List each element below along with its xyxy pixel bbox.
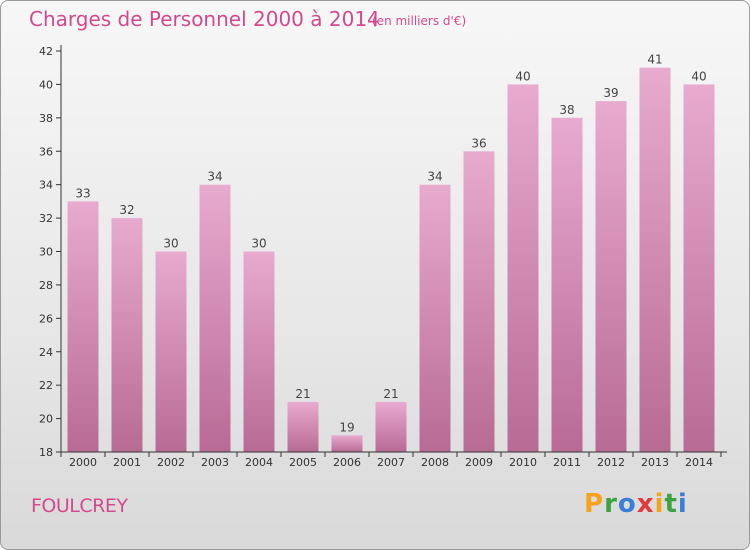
y-tick-label-38: 38 bbox=[39, 112, 53, 125]
y-tick-label-36: 36 bbox=[39, 145, 53, 158]
y-tick-label-26: 26 bbox=[39, 312, 53, 325]
data-label-2000: 33 bbox=[75, 186, 90, 200]
y-tick-label-42: 42 bbox=[39, 45, 53, 58]
bar-2004 bbox=[243, 251, 275, 452]
logo-letter: r bbox=[604, 489, 618, 519]
bar-2003 bbox=[199, 184, 231, 452]
y-tick-label-40: 40 bbox=[39, 78, 53, 91]
x-tick-label-2010: 2010 bbox=[509, 456, 537, 469]
x-tick-label-2012: 2012 bbox=[597, 456, 625, 469]
bar-2009 bbox=[463, 151, 495, 453]
x-tick-label-2004: 2004 bbox=[245, 456, 273, 469]
logo-letter: o bbox=[617, 489, 637, 519]
data-label-2012: 39 bbox=[603, 86, 618, 100]
y-tick-label-22: 22 bbox=[39, 379, 53, 392]
data-label-2007: 21 bbox=[383, 387, 398, 401]
bar-2000 bbox=[67, 201, 99, 452]
y-axis: 18 20 22 24 26 28 30 32 34 36 38 40 42 bbox=[39, 45, 62, 459]
x-tick-label-2011: 2011 bbox=[553, 456, 581, 469]
data-label-2003: 34 bbox=[207, 170, 222, 184]
commune-name: FOULCREY bbox=[31, 495, 128, 517]
y-tick-label-18: 18 bbox=[39, 446, 53, 459]
chart-title: Charges de Personnel 2000 à 2014 bbox=[29, 7, 380, 31]
y-tick-label-24: 24 bbox=[39, 346, 53, 359]
x-tick-label-2008: 2008 bbox=[421, 456, 449, 469]
x-tick-label-2006: 2006 bbox=[333, 456, 361, 469]
logo-letter: t bbox=[664, 489, 678, 519]
x-axis: 2000 2001 2002 2003 2004 2005 2006 2007 2008 2009… bbox=[60, 451, 727, 469]
data-label-2006: 19 bbox=[339, 420, 354, 434]
y-tick-label-20: 20 bbox=[39, 413, 53, 426]
data-label-2001: 32 bbox=[119, 203, 134, 217]
x-tick-label-2007: 2007 bbox=[377, 456, 405, 469]
x-tick-label-2009: 2009 bbox=[465, 456, 493, 469]
x-tick-label-2002: 2002 bbox=[157, 456, 185, 469]
x-tick-label-2014: 2014 bbox=[685, 456, 713, 469]
bar-2011 bbox=[551, 117, 583, 453]
logo-letter: i bbox=[677, 489, 688, 519]
bar-2007 bbox=[375, 401, 407, 452]
logo-letter: x bbox=[636, 489, 655, 519]
data-label-2010: 40 bbox=[515, 69, 530, 83]
data-label-2011: 38 bbox=[559, 103, 574, 117]
chart-subtitle: (en milliers d'€) bbox=[372, 14, 467, 28]
bar-2001 bbox=[111, 218, 143, 452]
data-label-2002: 30 bbox=[163, 237, 178, 251]
data-label-2013: 41 bbox=[647, 53, 662, 67]
data-label-2005: 21 bbox=[295, 387, 310, 401]
data-label-2008: 34 bbox=[427, 170, 442, 184]
bar-2013 bbox=[639, 67, 671, 452]
x-tick-label-2013: 2013 bbox=[641, 456, 669, 469]
y-tick-label-28: 28 bbox=[39, 279, 53, 292]
bar-2006 bbox=[331, 435, 363, 452]
bar-2002 bbox=[155, 251, 187, 452]
x-tick-label-2001: 2001 bbox=[113, 456, 141, 469]
bar-2008 bbox=[419, 184, 451, 452]
y-tick-label-30: 30 bbox=[39, 246, 53, 259]
x-tick-label-2005: 2005 bbox=[289, 456, 317, 469]
data-label-2014: 40 bbox=[691, 69, 706, 83]
x-tick-label-2003: 2003 bbox=[201, 456, 229, 469]
y-tick-label-32: 32 bbox=[39, 212, 53, 225]
data-label-2009: 36 bbox=[471, 136, 486, 150]
proxiti-logo: Proxiti bbox=[584, 489, 688, 519]
bars-group: 33 32 30 34 30 21 19 21 34 36 40 38 39 41 40 bbox=[67, 53, 715, 453]
x-tick-label-2000: 2000 bbox=[69, 456, 97, 469]
logo-letter: P bbox=[584, 489, 605, 519]
bar-2012 bbox=[595, 101, 627, 452]
logo-letter: i bbox=[654, 489, 665, 519]
bar-2014 bbox=[683, 84, 715, 453]
data-label-2004: 30 bbox=[251, 237, 266, 251]
bar-2010 bbox=[507, 84, 539, 453]
bar-2005 bbox=[287, 401, 319, 452]
y-tick-label-34: 34 bbox=[39, 179, 53, 192]
